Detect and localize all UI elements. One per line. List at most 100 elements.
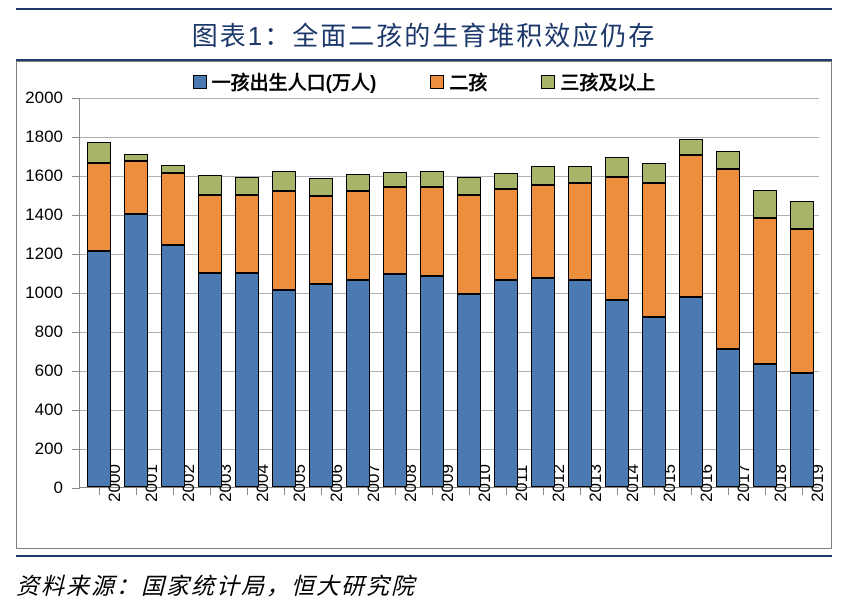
bar-segment — [198, 175, 222, 195]
legend-swatch — [430, 75, 444, 89]
x-tick — [691, 487, 692, 495]
bar-segment — [309, 284, 333, 487]
chart-box: 一孩出生人口(万人)二孩三孩及以上 0200400600800100012001… — [16, 61, 832, 549]
bar-segment — [531, 185, 555, 279]
bar-segment — [531, 166, 555, 185]
bar-segment — [124, 161, 148, 214]
y-tick — [72, 293, 80, 294]
bar — [716, 151, 740, 487]
bar — [494, 173, 518, 487]
y-axis-label: 1200 — [15, 244, 63, 264]
x-tick — [99, 487, 100, 495]
bar — [642, 163, 666, 487]
y-axis-label: 2000 — [15, 88, 63, 108]
bar-segment — [124, 214, 148, 487]
x-tick — [284, 487, 285, 495]
grid-line — [80, 371, 819, 372]
bar-segment — [198, 273, 222, 488]
y-tick — [72, 371, 80, 372]
y-tick — [72, 449, 80, 450]
bar — [457, 177, 481, 487]
legend-item: 一孩出生人口(万人) — [193, 68, 377, 95]
x-tick — [395, 487, 396, 495]
bar-segment — [309, 196, 333, 284]
y-tick — [72, 215, 80, 216]
bar — [568, 166, 592, 487]
y-axis-label: 400 — [15, 400, 63, 420]
bar-segment — [605, 177, 629, 300]
bar-segment — [494, 189, 518, 281]
grid-line — [80, 176, 819, 177]
y-tick — [72, 98, 80, 99]
bar-segment — [716, 349, 740, 487]
bar — [790, 201, 814, 487]
x-tick — [728, 487, 729, 495]
bar-segment — [568, 183, 592, 281]
x-tick — [358, 487, 359, 495]
bar — [124, 154, 148, 487]
bar-segment — [420, 276, 444, 487]
y-axis-label: 1800 — [15, 127, 63, 147]
bar-segment — [679, 155, 703, 297]
bar-segment — [235, 273, 259, 488]
bar-segment — [383, 187, 407, 275]
legend-item: 三孩及以上 — [541, 68, 655, 95]
grid-line — [80, 293, 819, 294]
bar-segment — [161, 173, 185, 245]
bar-segment — [124, 154, 148, 162]
bar-segment — [494, 173, 518, 189]
bar — [235, 177, 259, 487]
x-tick — [617, 487, 618, 495]
bar — [605, 157, 629, 488]
bar-segment — [568, 280, 592, 487]
bar-segment — [679, 139, 703, 155]
bar-segment — [679, 297, 703, 487]
legend-swatch — [541, 75, 555, 89]
bar-segment — [235, 177, 259, 195]
bar-segment — [642, 183, 666, 318]
grid-line — [80, 410, 819, 411]
bar-segment — [457, 177, 481, 196]
chart-title: 图表1：全面二孩的生育堆积效应仍存 — [16, 8, 832, 61]
bar-segment — [605, 300, 629, 487]
x-tick — [543, 487, 544, 495]
grid-line — [80, 254, 819, 255]
bar-segment — [161, 165, 185, 173]
y-axis-label: 800 — [15, 322, 63, 342]
y-axis-label: 1400 — [15, 205, 63, 225]
bar-segment — [346, 174, 370, 191]
bar-segment — [642, 317, 666, 487]
bar-segment — [716, 169, 740, 348]
bar-segment — [383, 172, 407, 187]
bar — [420, 171, 444, 487]
grid-line — [80, 215, 819, 216]
bar — [198, 175, 222, 487]
y-axis-label: 200 — [15, 439, 63, 459]
y-tick — [72, 254, 80, 255]
x-tick — [580, 487, 581, 495]
grid-line — [80, 98, 819, 99]
bar — [679, 139, 703, 487]
x-tick — [136, 487, 137, 495]
bar-segment — [790, 373, 814, 487]
bar-segment — [161, 245, 185, 487]
bar — [383, 172, 407, 487]
y-tick — [72, 137, 80, 138]
x-tick — [469, 487, 470, 495]
x-tick — [802, 487, 803, 495]
grid-line — [80, 137, 819, 138]
plot-area: 0200400600800100012001400160018002000200… — [79, 98, 819, 488]
bar-segment — [87, 142, 111, 163]
bar — [346, 174, 370, 487]
x-tick — [321, 487, 322, 495]
source-text: 资料来源：国家统计局，恒大研究院 — [16, 555, 832, 601]
legend-label: 一孩出生人口(万人) — [212, 68, 377, 95]
legend: 一孩出生人口(万人)二孩三孩及以上 — [17, 68, 831, 95]
bar-segment — [716, 151, 740, 170]
bar-segment — [457, 294, 481, 487]
y-axis-label: 1000 — [15, 283, 63, 303]
y-tick — [72, 410, 80, 411]
bar-segment — [87, 163, 111, 251]
bar-segment — [272, 191, 296, 290]
bar-segment — [568, 166, 592, 183]
